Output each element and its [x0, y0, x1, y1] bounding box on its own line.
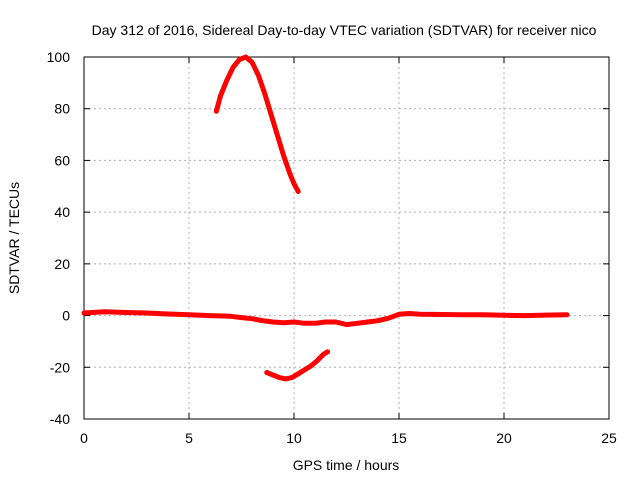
y-tick-label: 60 [54, 152, 70, 168]
series-line-3 [264, 349, 331, 382]
x-tick-label: 15 [391, 430, 407, 446]
axis-ticks: 0 5 10 15 20 25 -40 -20 0 20 40 60 80 100 [47, 49, 617, 446]
y-tick-label: 100 [47, 49, 71, 65]
x-tick-label: 10 [286, 430, 302, 446]
y-tick-label: 20 [54, 256, 70, 272]
data-series [81, 54, 570, 382]
y-tick-label: -40 [50, 411, 70, 427]
y-tick-label: 80 [54, 101, 70, 117]
y-tick-label: -20 [50, 359, 70, 375]
x-axis-label: GPS time / hours [293, 457, 400, 473]
chart-title: Day 312 of 2016, Sidereal Day-to-day VTE… [92, 22, 597, 38]
y-axis-label: SDTVAR / TECUs [6, 182, 22, 294]
y-tick-label: 40 [54, 204, 70, 220]
x-tick-label: 25 [601, 430, 617, 446]
x-tick-label: 0 [80, 430, 88, 446]
series-line-1 [81, 309, 570, 328]
x-tick-label: 20 [496, 430, 512, 446]
plot-area-border [83, 56, 610, 420]
series-line-2 [213, 54, 301, 194]
y-tick-label: 0 [62, 308, 70, 324]
x-tick-label: 5 [185, 430, 193, 446]
grid-lines [84, 57, 609, 419]
